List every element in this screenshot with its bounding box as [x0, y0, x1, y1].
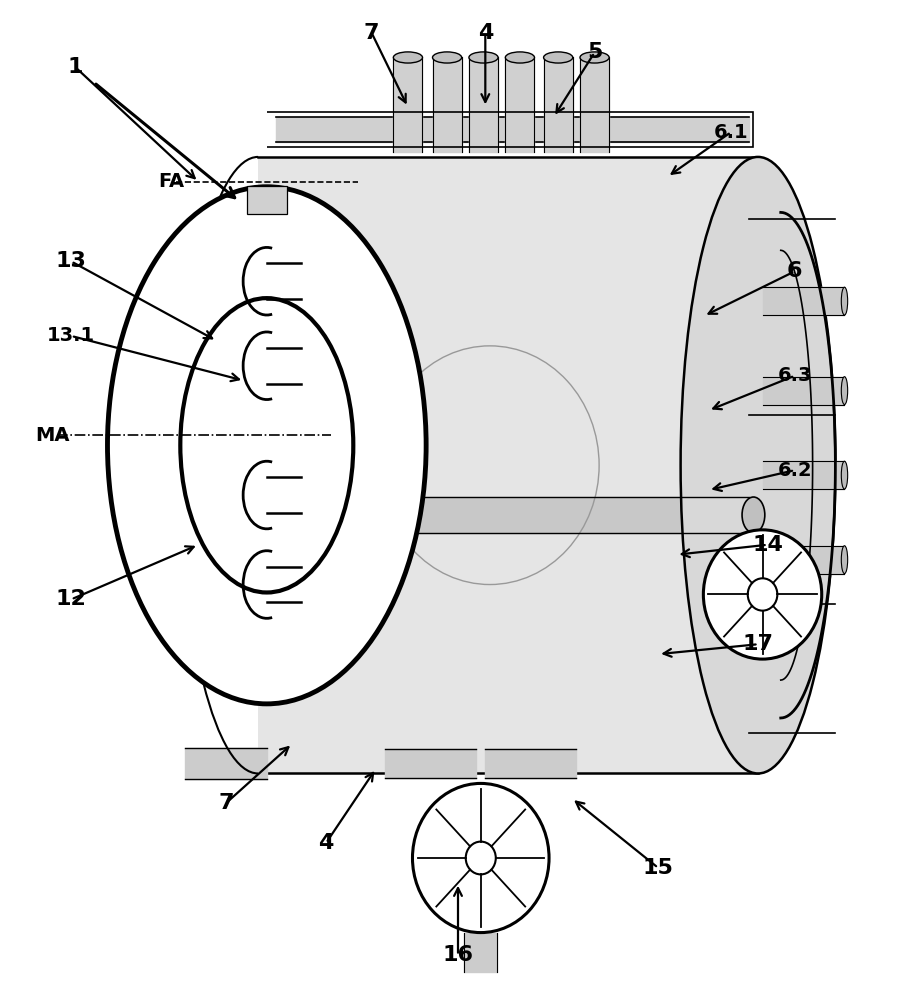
FancyBboxPatch shape: [247, 186, 288, 214]
Text: 14: 14: [752, 535, 783, 555]
Ellipse shape: [506, 52, 534, 63]
Circle shape: [703, 530, 822, 659]
Circle shape: [465, 842, 496, 874]
Text: 1: 1: [68, 57, 83, 77]
Ellipse shape: [469, 52, 498, 63]
Polygon shape: [258, 157, 758, 773]
Circle shape: [412, 783, 549, 933]
Text: 15: 15: [643, 858, 674, 878]
Text: 5: 5: [587, 42, 602, 62]
Ellipse shape: [543, 52, 572, 63]
Text: 6: 6: [787, 261, 802, 281]
Ellipse shape: [580, 52, 609, 63]
Ellipse shape: [841, 546, 847, 574]
Text: 13.1: 13.1: [47, 326, 95, 345]
Ellipse shape: [393, 52, 422, 63]
Ellipse shape: [841, 461, 847, 489]
Text: 6.1: 6.1: [714, 123, 748, 142]
Text: 7: 7: [364, 23, 379, 43]
Text: 7: 7: [218, 793, 234, 813]
Ellipse shape: [432, 52, 462, 63]
Text: 4: 4: [477, 23, 493, 43]
Text: FA: FA: [158, 172, 184, 191]
Text: 6.3: 6.3: [778, 366, 812, 385]
Text: 6.2: 6.2: [778, 461, 812, 480]
Ellipse shape: [742, 497, 765, 533]
Ellipse shape: [681, 157, 835, 773]
Text: 13: 13: [56, 251, 86, 271]
Ellipse shape: [180, 298, 354, 592]
Text: 4: 4: [318, 833, 333, 853]
Text: 16: 16: [442, 945, 474, 965]
Ellipse shape: [107, 187, 426, 704]
Ellipse shape: [841, 287, 847, 315]
Ellipse shape: [841, 377, 847, 405]
Text: 17: 17: [743, 634, 774, 654]
Circle shape: [747, 578, 778, 611]
Text: MA: MA: [36, 426, 71, 445]
Text: 12: 12: [56, 589, 86, 609]
